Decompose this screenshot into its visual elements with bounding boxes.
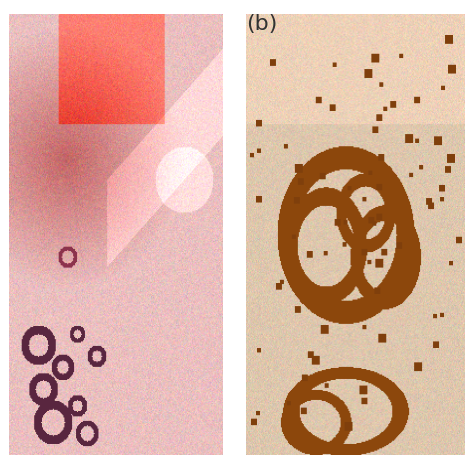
- Text: (b): (b): [246, 14, 278, 34]
